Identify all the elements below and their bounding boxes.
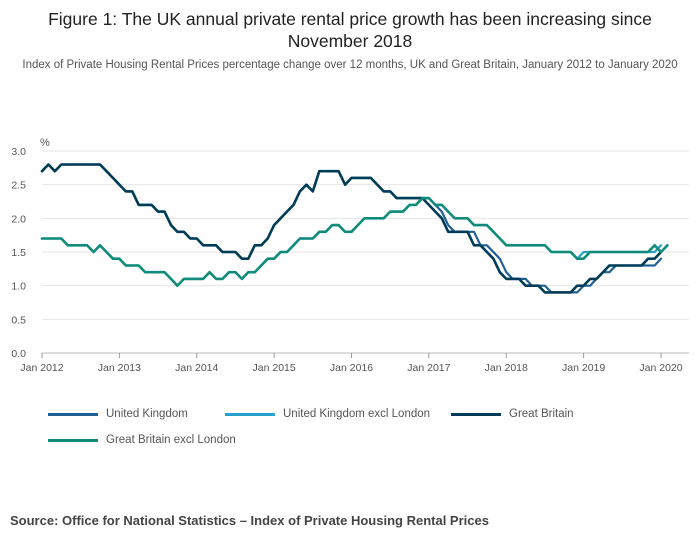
legend-swatch-united-kingdom-excl-london <box>225 412 275 416</box>
legend-label: United Kingdom excl London <box>283 408 431 420</box>
x-tick-label: Jan 2019 <box>562 362 605 374</box>
series-line-united-kingdom-excl-london <box>40 197 663 287</box>
legend-label: United Kingdom <box>106 408 188 420</box>
y-tick-label: 2.0 <box>11 213 26 225</box>
y-tick-label: 0.0 <box>11 348 26 360</box>
x-tick-label: Jan 2012 <box>20 362 63 374</box>
x-tick-label: Jan 2015 <box>253 362 296 374</box>
chart-title: Figure 1: The UK annual private rental p… <box>48 9 652 51</box>
series-line-great-britain <box>40 163 663 294</box>
y-tick-label: 0.5 <box>11 314 26 326</box>
legend-swatch-great-britain <box>451 412 501 416</box>
x-tick-label: Jan 2020 <box>639 362 682 374</box>
legend-item-great-britain[interactable]: Great Britain <box>451 408 574 420</box>
y-tick-label: 3.0 <box>11 146 26 158</box>
y-tick-label: 2.5 <box>11 180 26 192</box>
y-axis-unit-label: % <box>40 137 50 149</box>
source-note: Source: Office for National Statistics –… <box>10 513 489 528</box>
x-tick-label: Jan 2016 <box>330 362 373 374</box>
chart-grid <box>42 150 689 354</box>
x-tick-label: Jan 2018 <box>485 362 528 374</box>
chart-series <box>40 163 669 294</box>
legend-swatch-united-kingdom <box>48 412 98 416</box>
y-axis: 0.0 0.5 1.0 1.5 2.0 2.5 3.0 <box>11 146 26 360</box>
legend-swatch-great-britain-excl-london <box>48 438 98 442</box>
line-chart: 0.00.51.01.52.02.53.0 Jan 2012 Jan 2013 Ja… <box>11 137 689 374</box>
legend-item-united-kingdom[interactable]: United Kingdom <box>48 408 188 420</box>
series-line-great-britain-excl-london <box>40 196 669 287</box>
x-tick-label: Jan 2014 <box>175 362 218 374</box>
x-tick-label: Jan 2013 <box>98 362 141 374</box>
chart-subtitle: Index of Private Housing Rental Prices p… <box>22 59 678 71</box>
x-tick-label: Jan 2017 <box>407 362 450 374</box>
legend-item-united-kingdom-excl-london[interactable]: United Kingdom excl London <box>225 408 430 420</box>
legend-item-great-britain-excl-london[interactable]: Great Britain excl London <box>48 434 236 446</box>
legend-label: Great Britain <box>509 408 574 420</box>
legend-label: Great Britain excl London <box>106 434 236 446</box>
series-line-united-kingdom <box>40 163 663 294</box>
x-axis: Jan 2012 Jan 2013 Jan 2014 Jan 2015 Jan 2016… <box>20 353 683 374</box>
y-tick-label: 1.0 <box>11 281 26 293</box>
y-tick-label: 1.5 <box>11 247 26 259</box>
